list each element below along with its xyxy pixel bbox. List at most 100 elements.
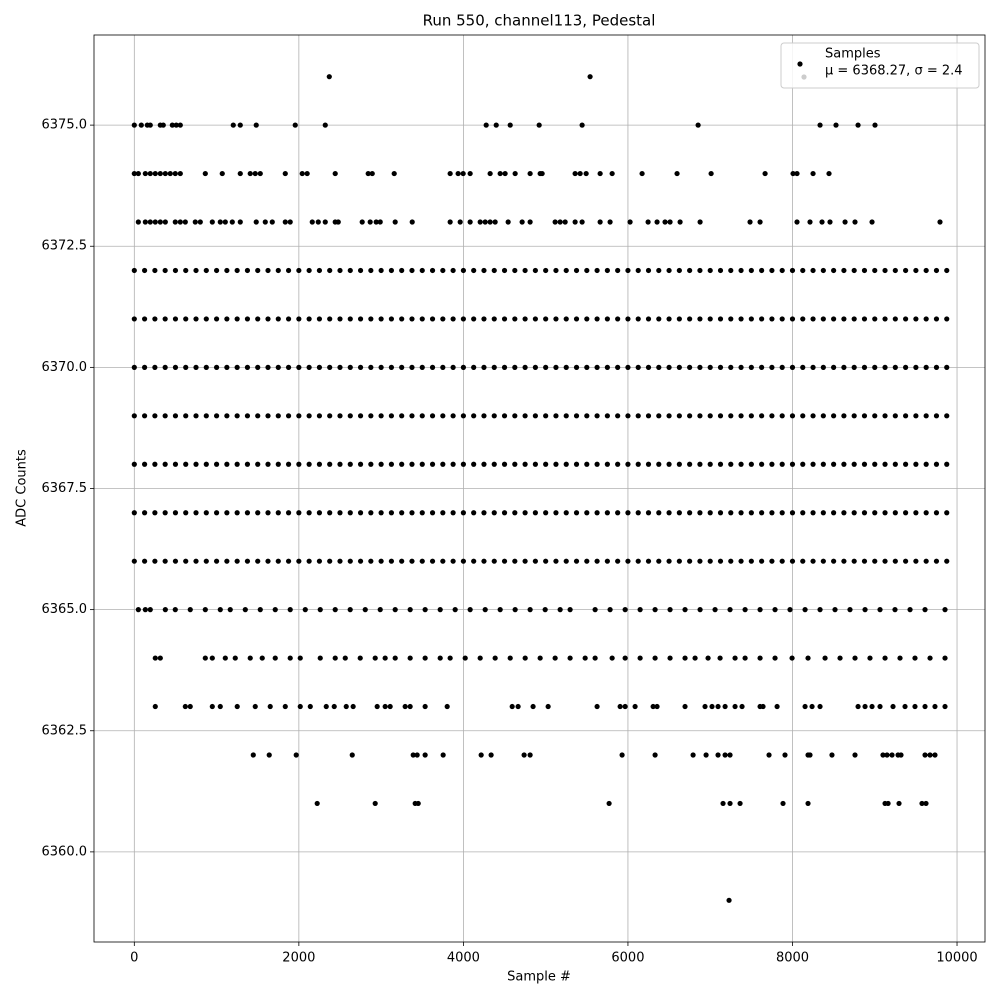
scatter-point xyxy=(183,558,189,564)
scatter-point xyxy=(652,607,658,613)
scatter-point xyxy=(492,655,498,661)
scatter-point xyxy=(141,413,148,419)
scatter-point xyxy=(656,461,662,467)
scatter-point xyxy=(257,170,263,177)
scatter-point xyxy=(203,413,209,419)
scatter-point xyxy=(296,413,302,419)
scatter-point xyxy=(532,316,538,322)
scatter-point xyxy=(135,219,141,225)
scatter-point xyxy=(674,170,680,177)
scatter-point xyxy=(645,413,652,419)
scatter-point xyxy=(152,364,158,370)
scatter-point xyxy=(422,607,428,613)
scatter-point xyxy=(682,607,688,613)
scatter-point xyxy=(944,316,950,322)
scatter-point xyxy=(131,316,137,322)
scatter-point xyxy=(357,558,364,564)
scatter-point xyxy=(382,655,388,661)
scatter-point xyxy=(539,170,545,177)
scatter-point xyxy=(147,122,153,128)
scatter-point xyxy=(357,267,364,274)
scatter-point xyxy=(429,558,436,564)
scatter-point xyxy=(213,510,220,516)
scatter-point xyxy=(656,267,662,274)
scatter-point xyxy=(831,413,837,419)
scatter-point xyxy=(415,800,421,807)
legend-box xyxy=(780,42,980,89)
scatter-point xyxy=(131,558,137,564)
scatter-point xyxy=(141,267,148,274)
scatter-point xyxy=(141,558,148,564)
y-tick-label: 6360.0 xyxy=(42,844,88,859)
scatter-point xyxy=(460,316,466,322)
scatter-point xyxy=(882,558,888,564)
scatter-point xyxy=(152,461,158,467)
scatter-point xyxy=(889,752,895,758)
legend-label: μ = 6368.27, σ = 2.4 xyxy=(825,64,963,79)
scatter-point xyxy=(707,461,713,467)
scatter-point xyxy=(922,703,928,710)
scatter-point xyxy=(728,364,734,370)
scatter-point xyxy=(817,703,823,710)
scatter-point xyxy=(162,607,168,613)
scatter-point xyxy=(409,219,415,225)
scatter-point xyxy=(316,558,323,564)
scatter-point xyxy=(247,655,253,661)
scatter-point xyxy=(252,703,258,710)
scatter-point xyxy=(157,219,163,225)
scatter-point xyxy=(810,413,816,419)
scatter-point xyxy=(147,607,153,613)
scatter-point xyxy=(501,413,508,419)
scatter-point xyxy=(892,510,898,516)
scatter-point xyxy=(266,752,272,758)
scatter-point xyxy=(410,752,416,758)
scatter-point xyxy=(440,752,446,758)
scatter-point xyxy=(625,461,631,467)
scatter-point xyxy=(460,461,466,467)
scatter-point xyxy=(584,461,590,467)
scatter-point xyxy=(229,219,235,225)
scatter-point xyxy=(512,461,518,467)
scatter-point xyxy=(707,267,713,274)
scatter-point xyxy=(543,558,549,564)
scatter-point xyxy=(922,607,928,613)
scatter-point xyxy=(515,703,521,710)
scatter-point xyxy=(522,655,528,661)
scatter-point xyxy=(625,413,631,419)
scatter-point xyxy=(460,413,466,419)
y-tick-label: 6365.0 xyxy=(42,602,88,617)
scatter-point xyxy=(543,267,549,274)
scatter-point xyxy=(224,364,230,370)
scatter-point xyxy=(553,316,559,322)
scatter-point xyxy=(654,703,660,710)
y-tick-label: 6372.5 xyxy=(42,239,88,254)
scatter-point xyxy=(635,316,641,322)
scatter-point xyxy=(695,122,701,128)
scatter-point xyxy=(347,267,353,274)
scatter-point xyxy=(872,558,878,564)
scatter-point xyxy=(567,607,573,613)
scatter-point xyxy=(337,364,343,370)
scatter-point xyxy=(157,655,163,661)
scatter-point xyxy=(306,364,312,370)
scatter-point xyxy=(275,364,281,370)
scatter-point xyxy=(512,267,518,274)
scatter-point xyxy=(809,703,815,710)
scatter-point xyxy=(594,703,600,710)
scatter-point xyxy=(615,267,621,274)
scatter-point xyxy=(527,752,533,758)
scatter-point xyxy=(267,703,273,710)
scatter-point xyxy=(543,510,549,516)
scatter-point xyxy=(282,703,288,710)
scatter-point xyxy=(817,607,823,613)
scatter-point xyxy=(429,413,436,419)
scatter-point xyxy=(501,461,508,467)
scatter-point xyxy=(944,413,950,419)
scatter-point xyxy=(232,655,238,661)
scatter-point xyxy=(536,122,542,128)
scatter-point xyxy=(224,461,230,467)
scatter-point xyxy=(759,316,765,322)
scatter-point xyxy=(913,267,919,274)
scatter-point xyxy=(890,703,896,710)
scatter-point xyxy=(253,122,259,128)
